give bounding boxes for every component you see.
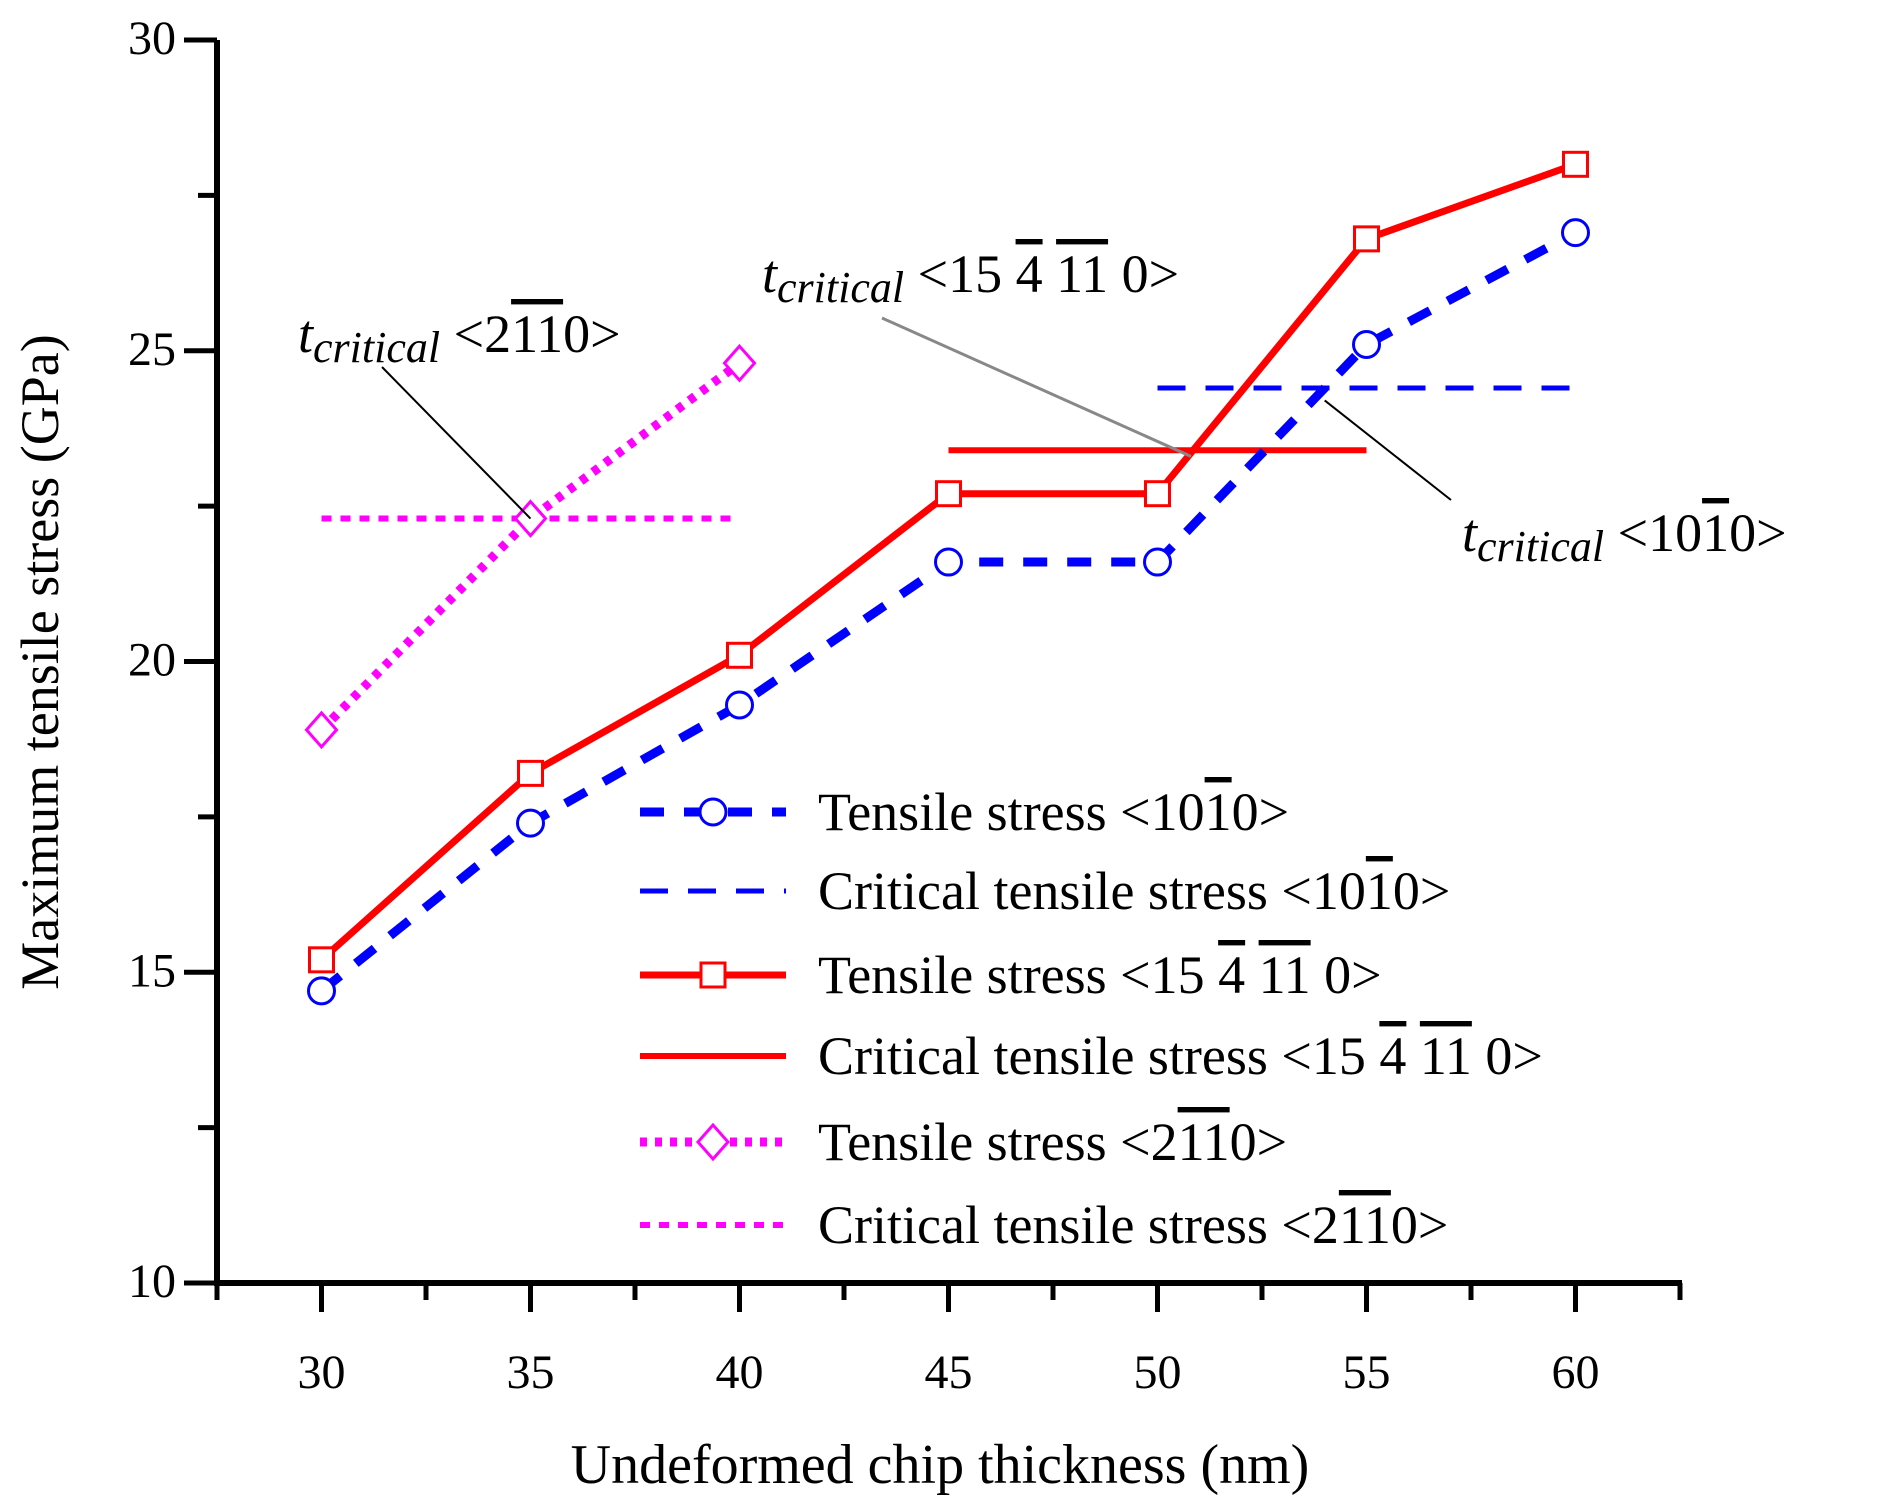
legend-label: Critical tensile stress <15 4 11 0>: [818, 1026, 1543, 1086]
legend-item-crit2110: Critical tensile stress <2110>: [640, 1195, 1448, 1255]
y-tick-label: 10: [128, 1255, 176, 1308]
annotation-ann15-part: t: [762, 244, 779, 304]
legend-label: Tensile stress <15 4 11 0>: [818, 945, 1382, 1005]
data-point-ts1010: [934, 547, 963, 577]
x-tick-label: 35: [507, 1346, 555, 1399]
annotation-ann15-part: 4: [1016, 244, 1043, 304]
legend-label-part: 0>: [1393, 861, 1450, 921]
annotation-ann15-part: 11: [1056, 244, 1108, 304]
x-tick-label: 30: [298, 1346, 346, 1399]
annotation-ann15-part: 0>: [1108, 244, 1179, 304]
data-point-ts1010: [1143, 547, 1172, 577]
legend-label-part: 1: [1205, 782, 1232, 842]
annotation-ann2110-part: t: [298, 304, 315, 364]
series-markers-layer: [304, 150, 1590, 1006]
legend-label-part: 11: [1259, 945, 1311, 1005]
x-tick-label: 45: [925, 1346, 973, 1399]
annotation-ann1010-part: 0>: [1729, 503, 1786, 563]
legend-label-part: 0>: [1472, 1026, 1543, 1086]
legend-label: Critical tensile stress <2110>: [818, 1195, 1448, 1255]
annotation-ann1010-part: t: [1462, 503, 1479, 563]
data-point-ts15: [308, 946, 335, 974]
x-tick-label: 50: [1134, 1346, 1182, 1399]
data-point-ts1010: [725, 690, 754, 720]
legend-label-part: [1406, 1026, 1420, 1086]
annotation-ann15: tcritical <15 4 11 0>: [762, 244, 1179, 312]
annotation-ann2110-part: <2: [440, 304, 511, 364]
legend-item-ts15: Tensile stress <15 4 11 0>: [640, 945, 1382, 1005]
legend-item-crit1010: Critical tensile stress <1010>: [640, 861, 1450, 921]
data-point-ts2110: [304, 710, 339, 750]
annotation-ann1010-part: 1: [1702, 503, 1729, 563]
data-point-ts15: [1353, 225, 1380, 253]
data-point-ts1010: [1352, 330, 1381, 360]
x-tick-label: 55: [1343, 1346, 1391, 1399]
annotation-ann1010-part: critical: [1477, 522, 1604, 571]
x-tick-label: 60: [1552, 1346, 1600, 1399]
legend-label-part: 4: [1218, 945, 1245, 1005]
axes-layer: [214, 40, 1682, 1286]
legend-label-part: Critical tensile stress <15: [818, 1026, 1379, 1086]
legend-swatch-marker: [695, 1122, 731, 1162]
annotations-layer: tcritical <2110>tcritical <15 4 11 0>tcr…: [298, 244, 1787, 571]
legend-label-part: Tensile stress <10: [818, 782, 1205, 842]
annotation-ann1010-part: <10: [1604, 503, 1702, 563]
annotation-ann2110-part: critical: [313, 323, 440, 372]
data-point-ts1010: [1561, 218, 1590, 248]
legend-item-crit15: Critical tensile stress <15 4 11 0>: [640, 1026, 1543, 1086]
y-tick-label: 15: [128, 944, 176, 997]
legend-label-part: 0>: [1391, 1195, 1448, 1255]
legend-label-part: 0>: [1311, 945, 1382, 1005]
annotation-ann1010: tcritical <1010>: [1462, 503, 1787, 571]
annotation-ann15-part: [1043, 244, 1057, 304]
legend-label-part: Tensile stress <2: [818, 1112, 1178, 1172]
data-point-ts1010: [307, 976, 336, 1006]
legend-label-part: 4: [1379, 1026, 1406, 1086]
ticks-layer: 10 15 20 25 30 30 35 40 45 50 55 60: [128, 12, 1683, 1399]
x-tick-label: 40: [716, 1346, 764, 1399]
legend-label-part: 11: [1339, 1195, 1391, 1255]
legend-item-ts1010: Tensile stress <1010>: [640, 782, 1289, 842]
legend-label: Tensile stress <1010>: [818, 782, 1289, 842]
annotation-leader: [881, 316, 1192, 458]
annotation-ann2110-part: 11: [511, 304, 563, 364]
data-point-ts15: [1562, 150, 1589, 178]
legend-swatch-marker: [699, 961, 727, 989]
series-line-ts2110: [318, 359, 743, 734]
y-axis-label: Maximum tensile stress (GPa): [10, 334, 70, 989]
legend-label-part: 0>: [1230, 1112, 1287, 1172]
legend-label-part: [1245, 945, 1259, 1005]
legend-label-part: Critical tensile stress <10: [818, 861, 1366, 921]
legend-label-part: 11: [1178, 1112, 1230, 1172]
legend-label-part: Critical tensile stress <2: [818, 1195, 1339, 1255]
legend-item-ts2110: Tensile stress <2110>: [640, 1112, 1287, 1172]
y-tick-label: 30: [128, 12, 176, 65]
data-point-ts1010: [516, 808, 545, 838]
annotation-leader: [381, 366, 532, 520]
legend-label-part: 11: [1420, 1026, 1472, 1086]
legend-label: Critical tensile stress <1010>: [818, 861, 1450, 921]
data-point-ts2110: [722, 343, 757, 383]
legend-label-part: 0>: [1232, 782, 1289, 842]
x-axis-label: Undeformed chip thickness (nm): [571, 1434, 1310, 1496]
annotation-ann15-part: <15: [904, 244, 1015, 304]
data-point-ts15: [1144, 480, 1171, 508]
annotation-leader: [1324, 399, 1452, 501]
legend-label-part: Tensile stress <15: [818, 945, 1218, 1005]
data-point-ts15: [517, 759, 544, 787]
legend-label: Tensile stress <2110>: [818, 1112, 1287, 1172]
y-tick-label: 20: [128, 634, 176, 687]
legend-label-part: 1: [1366, 861, 1393, 921]
annotation-ann2110-part: 0>: [563, 304, 620, 364]
data-point-ts15: [935, 480, 962, 508]
data-point-ts15: [726, 641, 753, 669]
legend: Tensile stress <1010>Critical tensile st…: [640, 782, 1543, 1255]
legend-swatch-marker: [698, 797, 728, 827]
y-tick-label: 25: [128, 323, 176, 376]
annotation-ann2110: tcritical <2110>: [298, 304, 621, 372]
annotation-ann15-part: critical: [777, 263, 904, 312]
